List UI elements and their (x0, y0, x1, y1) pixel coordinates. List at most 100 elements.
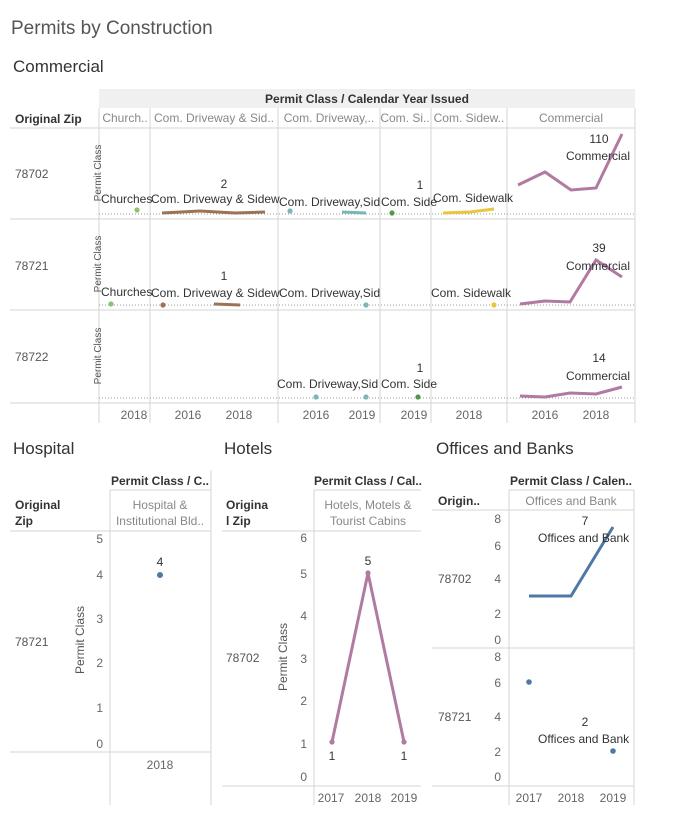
y-tick: 0 (300, 770, 307, 784)
y-tick: 4 (300, 609, 307, 623)
zip-label-78721: 78721 (15, 259, 49, 273)
hospital-header: Permit Class / C.. (111, 474, 209, 488)
mark-driveway-sidewalk-78721-a (160, 302, 166, 308)
label-driveway-sidewalk: Com. Driveway & Sidew (151, 286, 280, 300)
value-label: 1 (417, 361, 424, 375)
mark-churches-78702 (134, 207, 140, 213)
commercial-gridlines (10, 108, 636, 423)
y-tick: 4 (96, 568, 103, 582)
commercial-mark-labels: Churches Com. Driveway & Sidew Com. Driv… (101, 149, 630, 391)
label-offices-bank: Offices and Bank (538, 531, 630, 545)
y-tick: 1 (96, 701, 103, 715)
axis-title-permit-class: Permit Class (93, 145, 104, 202)
x-tick: 2017 (516, 791, 543, 805)
hospital-col-label-line1: Hospital & (133, 498, 188, 512)
hospital-x-tick: 2018 (147, 758, 174, 772)
y-tick: 6 (494, 539, 501, 553)
offices-x-ticks: 2017 2018 2019 (516, 791, 627, 805)
hotels-col-label-line1: Hotels, Motels & (324, 498, 411, 512)
y-tick: 2 (96, 656, 103, 670)
offices-y-ticks-top: 8 6 4 2 0 (494, 512, 501, 647)
hotels-row-header-line1: Origina (226, 498, 268, 512)
y-tick: 2 (494, 745, 501, 759)
commercial-axis-titles: Permit Class Permit Class Permit Class (93, 145, 104, 385)
mark-driveway-78722-b (363, 394, 369, 400)
commercial-sheet: Permit Class / Calendar Year Issued Orig… (10, 89, 636, 423)
line-commercial-78721 (519, 257, 623, 306)
value-label: 1 (221, 269, 228, 283)
axis-title-permit-class: Permit Class (93, 328, 104, 385)
offices-col-label: Offices and Bank (525, 494, 617, 508)
value-label: 1 (417, 178, 424, 192)
dashboard-title: Permits by Construction (11, 18, 213, 39)
y-tick: 2 (300, 694, 307, 708)
label-driveway: Com. Driveway,Sid (279, 195, 380, 209)
hospital-point (157, 572, 163, 578)
hotels-zip-label: 78702 (226, 651, 260, 665)
y-tick: 8 (494, 650, 501, 664)
hospital-row-header-line2: Zip (15, 514, 33, 528)
hotels-point (365, 570, 371, 576)
label-sidewalk: Com. Sidewalk (431, 286, 512, 300)
col-header-sidewalk: Com. Sidew.. (434, 111, 505, 125)
commercial-value-labels: 2 1 110 1 39 1 14 (221, 132, 609, 375)
y-tick: 4 (494, 710, 501, 724)
label-churches: Churches (101, 285, 152, 299)
y-tick: 0 (494, 770, 501, 784)
hotels-point (329, 739, 335, 745)
offices-point-78721 (526, 679, 532, 685)
mark-driveway-78702 (287, 208, 293, 214)
col-header-driveway: Com. Driveway,.. (284, 111, 374, 125)
label-commercial: Commercial (566, 369, 630, 383)
commercial-header: Permit Class / Calendar Year Issued (265, 92, 469, 106)
value-label: 14 (592, 351, 606, 365)
x-tick: 2019 (600, 791, 627, 805)
line-commercial-78702 (517, 133, 624, 192)
axis-title-permit-class: Permit Class (93, 236, 104, 293)
col-header-churches: Church.. (102, 111, 147, 125)
label-commercial: Commercial (566, 149, 630, 163)
label-churches: Churches (101, 192, 152, 206)
offices-line-78702 (529, 526, 615, 598)
hotels-gridlines (222, 490, 421, 805)
hotels-sheet: Permit Class / Cal.. Origina l Zip Hotel… (222, 474, 422, 805)
offices-mark-labels: 7 Offices and Bank 2 Offices and Bank (538, 514, 630, 746)
line-driveway-78702 (341, 210, 367, 215)
value-label: 2 (221, 177, 228, 191)
line-driveway-sidewalk-78721 (213, 302, 241, 307)
mark-churches-78721 (108, 301, 114, 307)
y-tick: 6 (300, 531, 307, 545)
x-tick: 2018 (226, 408, 253, 422)
label-commercial: Commercial (566, 259, 630, 273)
x-tick: 2017 (318, 791, 345, 805)
offices-header: Permit Class / Calen.. (510, 474, 632, 488)
label-com-side: Com. Side (381, 377, 437, 391)
mark-com-side-78702 (389, 210, 395, 216)
hotels-value-labels: 5 1 1 (329, 554, 408, 763)
label-sidewalk: Com. Sidewalk (433, 191, 514, 205)
zip-label-78702: 78702 (15, 167, 49, 181)
y-tick: 3 (300, 652, 307, 666)
value-label: 1 (401, 749, 408, 763)
hospital-gridlines (10, 470, 212, 805)
label-driveway: Com. Driveway,Sid (277, 377, 378, 391)
mark-com-side-78722 (415, 394, 421, 400)
hospital-y-ticks: 5 4 3 2 1 0 (96, 532, 103, 751)
offices-gridlines (432, 490, 635, 805)
hotels-x-ticks: 2017 2018 2019 (318, 791, 418, 805)
x-tick: 2018 (583, 408, 610, 422)
hotels-y-ticks: 6 5 4 3 2 1 0 (300, 531, 307, 784)
x-tick: 2019 (401, 408, 428, 422)
offices-title: Offices and Banks (436, 439, 574, 458)
value-label: 2 (582, 715, 589, 729)
col-header-com-si: Com. Si.. (380, 111, 429, 125)
value-label: 110 (589, 132, 608, 146)
mark-driveway-78721 (363, 302, 369, 308)
y-tick: 0 (494, 633, 501, 647)
y-tick: 0 (96, 737, 103, 751)
offices-y-ticks-bottom: 8 6 4 2 0 (494, 650, 501, 784)
hospital-zip-label: 78721 (15, 635, 49, 649)
x-tick: 2019 (391, 791, 418, 805)
hospital-row-header-line1: Original (15, 498, 60, 512)
x-tick: 2016 (175, 408, 202, 422)
